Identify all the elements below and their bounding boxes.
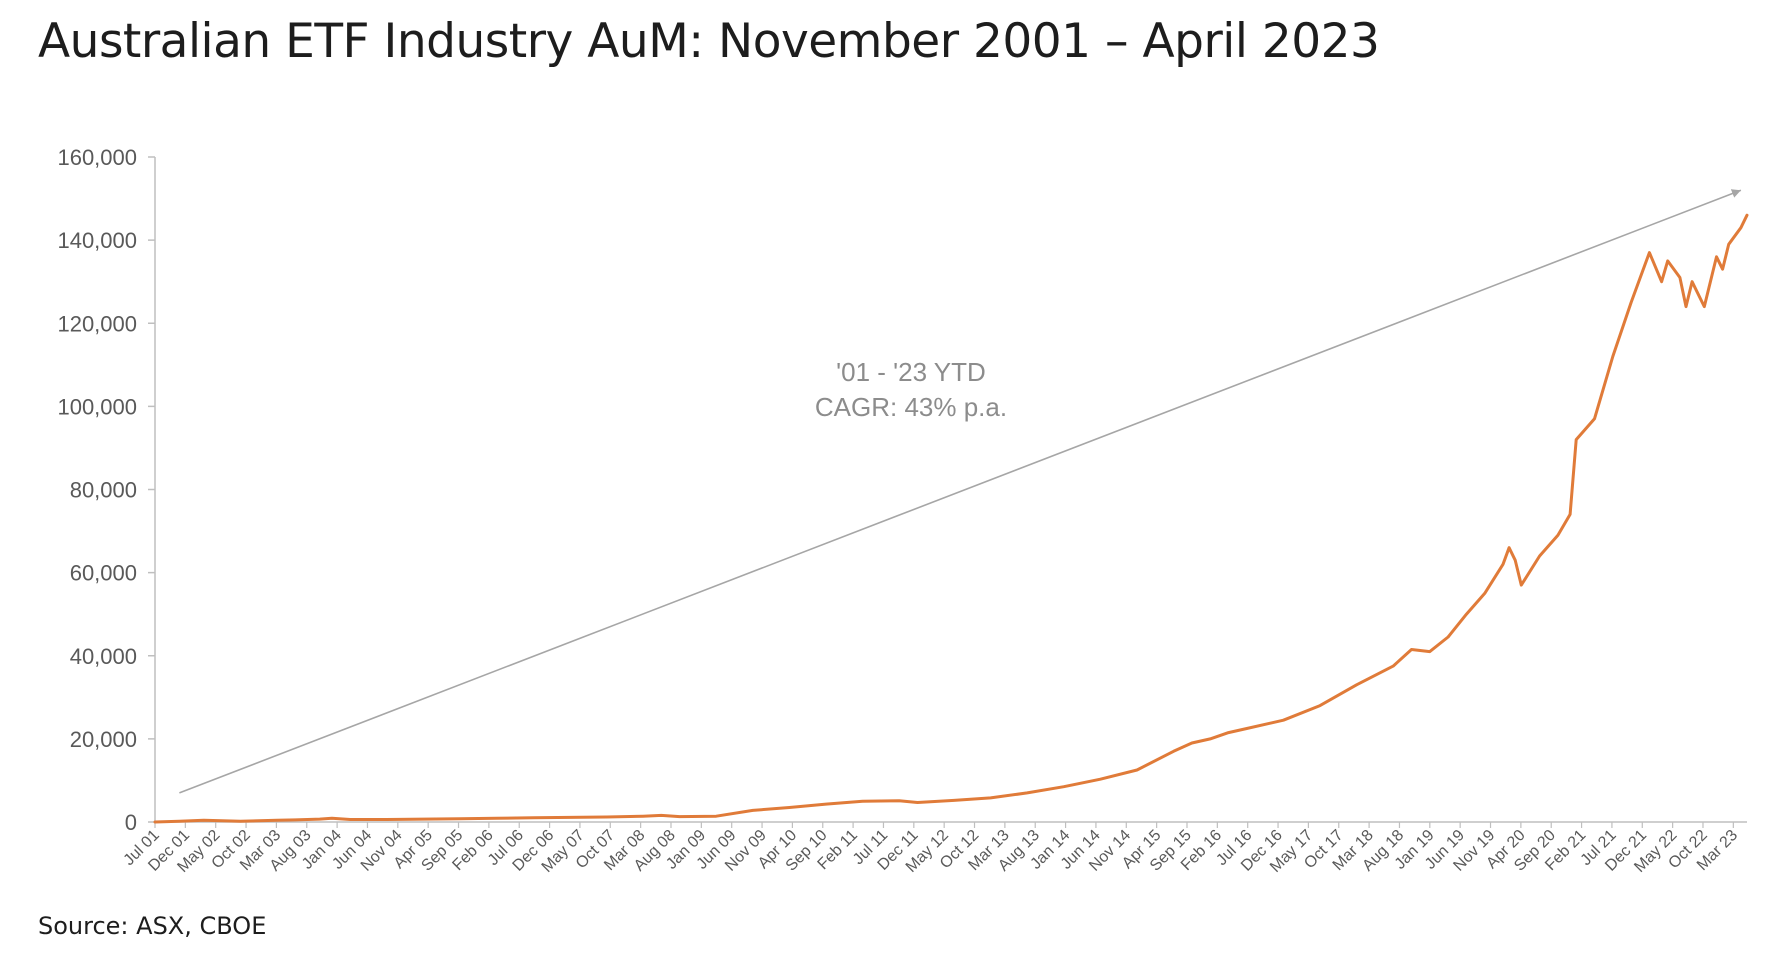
y-tick-label: 20,000 (70, 727, 137, 752)
source-note: Source: ASX, CBOE (38, 912, 267, 940)
y-tick-label: 80,000 (70, 478, 137, 503)
y-axis: 0 20,000 40,000 60,000 80,000 100,000 120,000 1… (57, 145, 156, 835)
y-tick-label: 60,000 (70, 561, 137, 586)
cagr-annotation-line1: '01 - '23 YTD (836, 357, 986, 387)
aum-series-line (153, 213, 1749, 824)
line-chart: 0 20,000 40,000 60,000 80,000 100,000 120,000 1… (57, 145, 1749, 876)
y-tick-label: 100,000 (57, 394, 137, 419)
chart-title: Australian ETF Industry AuM: November 20… (38, 14, 1380, 69)
cagr-trend-arrow (179, 189, 1742, 794)
y-tick-label: 40,000 (70, 644, 137, 669)
y-tick-label: 140,000 (57, 228, 137, 253)
y-tick-label: 0 (125, 810, 137, 835)
y-tick-label: 160,000 (57, 145, 137, 170)
y-tick-label: 120,000 (57, 311, 137, 336)
cagr-annotation-line2: CAGR: 43% p.a. (815, 392, 1007, 422)
